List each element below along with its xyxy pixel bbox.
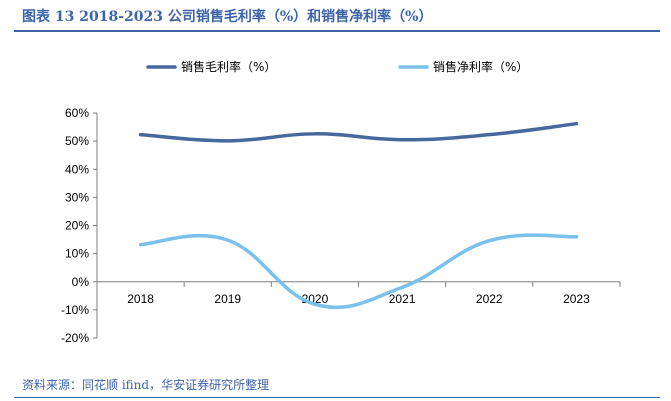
y-tick-label: 10%	[65, 247, 89, 261]
data-point	[488, 133, 491, 136]
x-tick-label: 2021	[389, 292, 416, 306]
data-point	[139, 243, 142, 246]
axes: -20%-10%0%10%20%30%40%50%60%2018 2019 2020…	[61, 106, 621, 345]
bottom-divider	[14, 397, 660, 398]
data-point	[139, 133, 142, 136]
series-line-1	[138, 121, 579, 143]
x-tick-label: 2019	[214, 292, 241, 306]
series-lines	[138, 121, 579, 310]
y-tick-label: -10%	[61, 303, 89, 317]
data-point	[401, 138, 404, 141]
series-line-2	[138, 233, 579, 310]
data-point	[226, 139, 229, 142]
data-point	[313, 303, 316, 306]
source-note: 资料来源：同花顺 ifind，华安证券研究所整理	[22, 378, 270, 392]
legend-label-2: 销售净利率（%）	[433, 59, 528, 74]
data-point	[313, 132, 316, 135]
y-tick-label: -20%	[61, 331, 89, 345]
y-tick-label: 30%	[65, 190, 89, 204]
title-divider	[14, 30, 660, 32]
y-tick-label: 60%	[65, 106, 89, 120]
x-tick-label: 2018	[127, 292, 154, 306]
x-tick-label: 2022	[476, 292, 503, 306]
chart-title: 图表 13 2018-2023 公司销售毛利率（%）和销售净利率（%）	[22, 9, 433, 25]
data-point	[488, 239, 491, 242]
y-tick-label: 50%	[65, 134, 89, 148]
data-point	[575, 235, 578, 238]
y-tick-label: 40%	[65, 162, 89, 176]
legend: 销售毛利率（%） 销售净利率（%）	[146, 59, 528, 74]
y-tick-label: 20%	[65, 219, 89, 233]
data-point	[401, 286, 404, 289]
data-point	[226, 239, 229, 242]
x-tick-label: 2023	[563, 292, 590, 306]
y-tick-label: 0%	[72, 275, 90, 289]
data-point	[575, 122, 578, 125]
legend-label-1: 销售毛利率（%）	[181, 59, 276, 74]
